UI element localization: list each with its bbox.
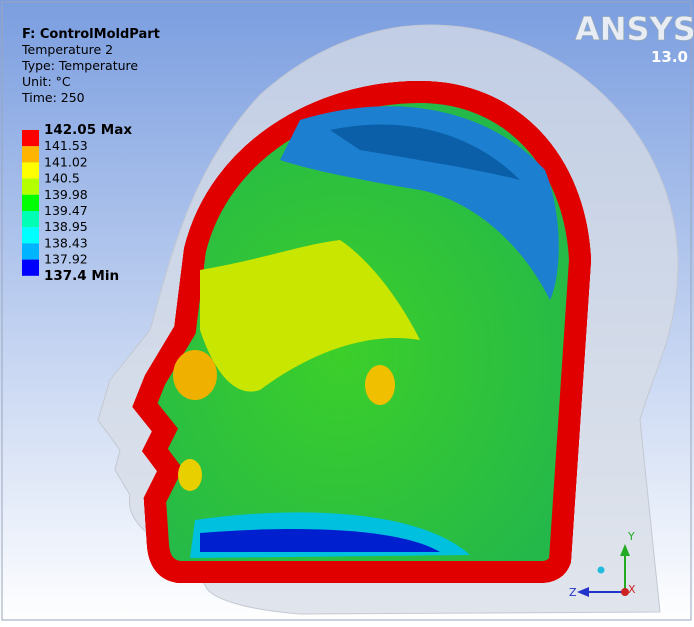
legend-label: 139.47	[44, 203, 88, 218]
result-info: Unit: °C	[22, 74, 71, 89]
logo-brand: ANSYS	[575, 10, 694, 48]
triad-view-dot	[598, 567, 605, 574]
triad-y-label: Y	[627, 530, 635, 543]
legend-label: 137.4 Min	[44, 268, 119, 284]
legend-band	[22, 260, 39, 276]
triad-x-label: X	[628, 583, 636, 596]
legend-label: 137.92	[44, 252, 88, 267]
result-info: Type: Temperature	[21, 58, 138, 73]
legend-label: 138.43	[44, 235, 88, 250]
hot-spot-ear	[365, 365, 395, 405]
legend-label: 142.05 Max	[44, 122, 132, 138]
legend-band	[22, 195, 39, 211]
logo-version: 13.0	[651, 48, 688, 66]
legend-label: 138.95	[44, 219, 88, 234]
legend-label: 141.02	[44, 154, 88, 169]
legend-band	[22, 243, 39, 259]
result-info: Temperature 2	[21, 42, 113, 57]
legend-label: 141.53	[44, 138, 88, 153]
result-title: F: ControlMoldPart	[22, 27, 160, 42]
legend-label: 139.98	[44, 187, 88, 202]
legend-band	[22, 227, 39, 243]
legend-band	[22, 179, 39, 195]
legend-band	[22, 162, 39, 178]
legend-label: 140.5	[44, 171, 80, 186]
legend-band	[22, 130, 39, 146]
hot-spot-lip	[178, 459, 202, 491]
hot-spot-nose	[173, 350, 217, 400]
result-info: Time: 250	[21, 90, 85, 105]
legend-band	[22, 146, 39, 162]
triad-z-label: Z	[569, 586, 577, 599]
legend-band	[22, 211, 39, 227]
viewport: F: ControlMoldPart Temperature 2Type: Te…	[0, 0, 694, 623]
